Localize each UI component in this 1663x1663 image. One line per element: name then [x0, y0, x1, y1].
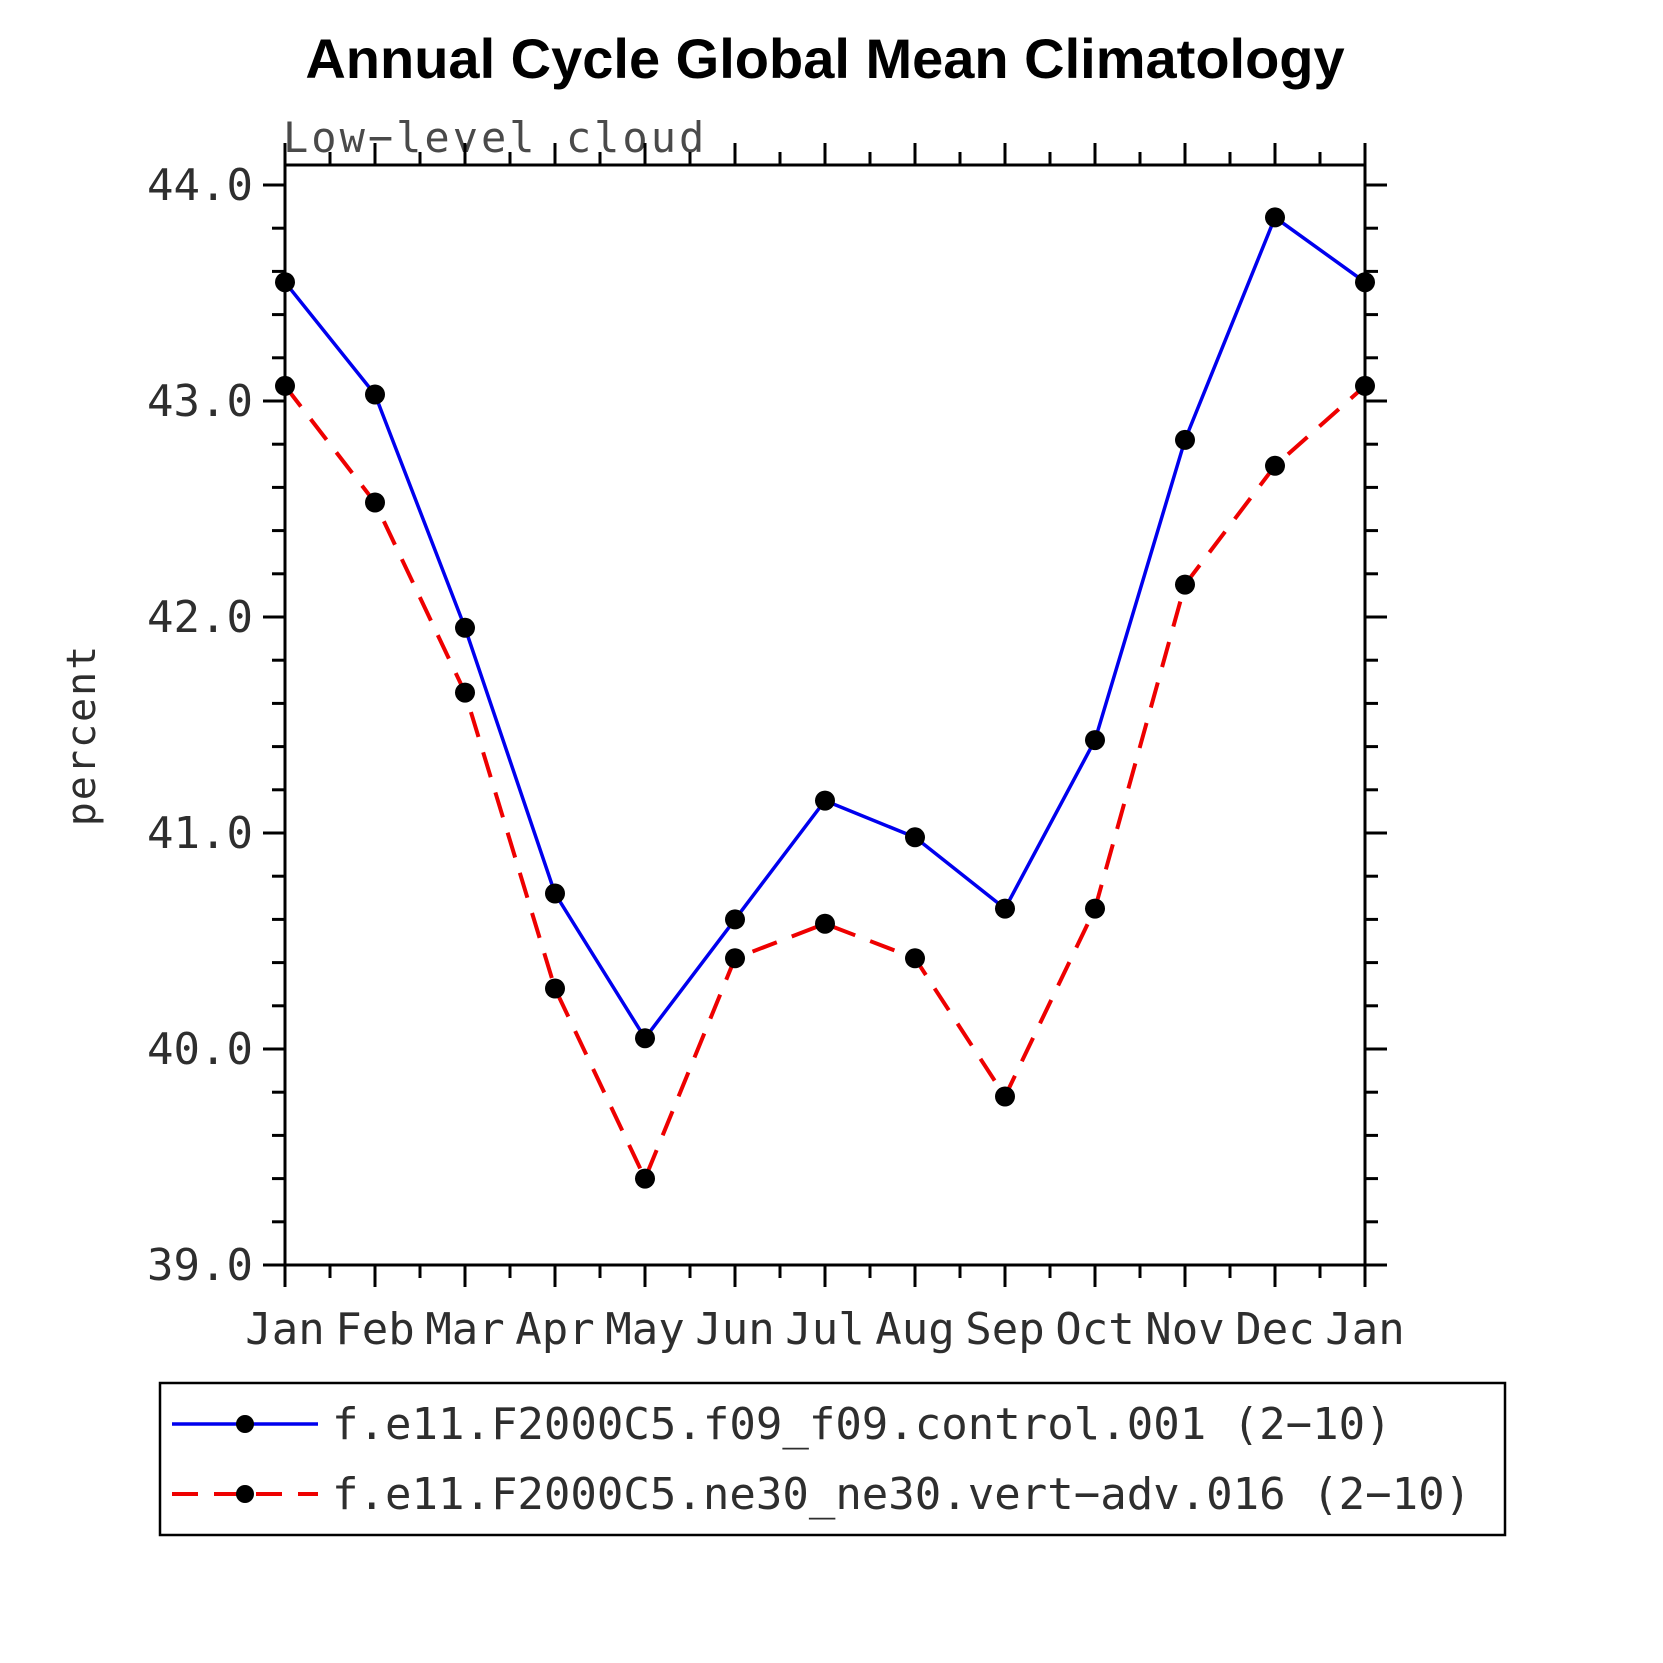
legend-box	[158, 1381, 1507, 1537]
x-tick-label: Sep	[965, 1304, 1044, 1355]
x-tick-label: Aug	[875, 1304, 954, 1355]
x-tick-label: Apr	[515, 1304, 594, 1355]
x-tick-label: Jun	[695, 1304, 774, 1355]
chart-title: Annual Cycle Global Mean Climatology	[305, 27, 1344, 90]
data-point-marker-series-1	[455, 682, 475, 703]
x-tick-label: Nov	[1145, 1304, 1224, 1355]
x-tick-label: May	[605, 1304, 684, 1355]
data-point-marker-series-0	[275, 272, 295, 293]
data-point-marker-series-1	[725, 948, 745, 969]
data-point-marker-series-1	[1085, 898, 1105, 919]
data-point-marker-series-0	[815, 790, 835, 811]
data-point-marker-series-1	[275, 375, 295, 396]
data-point-marker-series-0	[1265, 207, 1285, 228]
legend-entry-control: f.e11.F2000C5.f09_f09.control.001 (2−10)	[172, 1399, 1392, 1450]
data-point-marker-series-0	[635, 1028, 655, 1049]
legend-marker-control	[236, 1415, 254, 1433]
y-tick-label: 42.0	[147, 592, 253, 643]
y-tick-label: 41.0	[147, 808, 253, 859]
data-point-marker-series-0	[1175, 429, 1195, 450]
data-point-marker-series-0	[365, 384, 385, 405]
legend-label-vert-adv: f.e11.F2000C5.ne30_ne30.vert−adv.016 (2−…	[332, 1469, 1471, 1520]
y-tick-label: 44.0	[147, 160, 253, 211]
x-tick-label: Jul	[785, 1304, 864, 1355]
legend: f.e11.F2000C5.f09_f09.control.001 (2−10)…	[158, 1381, 1507, 1537]
data-point-marker-series-0	[455, 617, 475, 638]
x-tick-label: Jan	[245, 1304, 324, 1355]
y-tick-label: 39.0	[147, 1240, 253, 1291]
x-tick-label: Dec	[1235, 1304, 1314, 1355]
data-point-marker-series-1	[905, 948, 925, 969]
data-point-marker-series-0	[725, 909, 745, 930]
x-tick-label: Feb	[335, 1304, 414, 1355]
plot-frame	[283, 163, 1367, 1267]
data-point-marker-series-1	[815, 913, 835, 934]
y-tick-label: 43.0	[147, 376, 253, 427]
data-point-marker-series-0	[545, 883, 565, 904]
x-tick-label: Mar	[425, 1304, 504, 1355]
data-point-marker-series-1	[1355, 375, 1375, 396]
data-point-marker-series-1	[365, 492, 385, 513]
data-point-marker-series-0	[1355, 272, 1375, 293]
data-point-marker-series-1	[1265, 455, 1285, 476]
legend-marker-vert-adv	[236, 1485, 254, 1503]
data-point-marker-series-0	[995, 898, 1015, 919]
legend-label-control: f.e11.F2000C5.f09_f09.control.001 (2−10)	[332, 1399, 1392, 1450]
data-point-marker-series-1	[635, 1168, 655, 1189]
x-tick-label: Oct	[1055, 1304, 1134, 1355]
data-point-marker-series-1	[1175, 574, 1195, 595]
data-point-marker-series-1	[995, 1086, 1015, 1107]
legend-entry-vert-adv: f.e11.F2000C5.ne30_ne30.vert−adv.016 (2−…	[172, 1469, 1471, 1520]
series-line-1	[283, 384, 1367, 1184]
y-axis-label: percent	[59, 644, 105, 827]
x-tick-label: Jan	[1325, 1304, 1404, 1355]
data-point-marker-series-1	[545, 978, 565, 999]
data-point-marker-series-0	[1085, 730, 1105, 751]
data-point-marker-series-0	[905, 827, 925, 848]
chart-subtitle: Low−level cloud	[283, 113, 707, 162]
y-tick-label: 40.0	[147, 1024, 253, 1075]
